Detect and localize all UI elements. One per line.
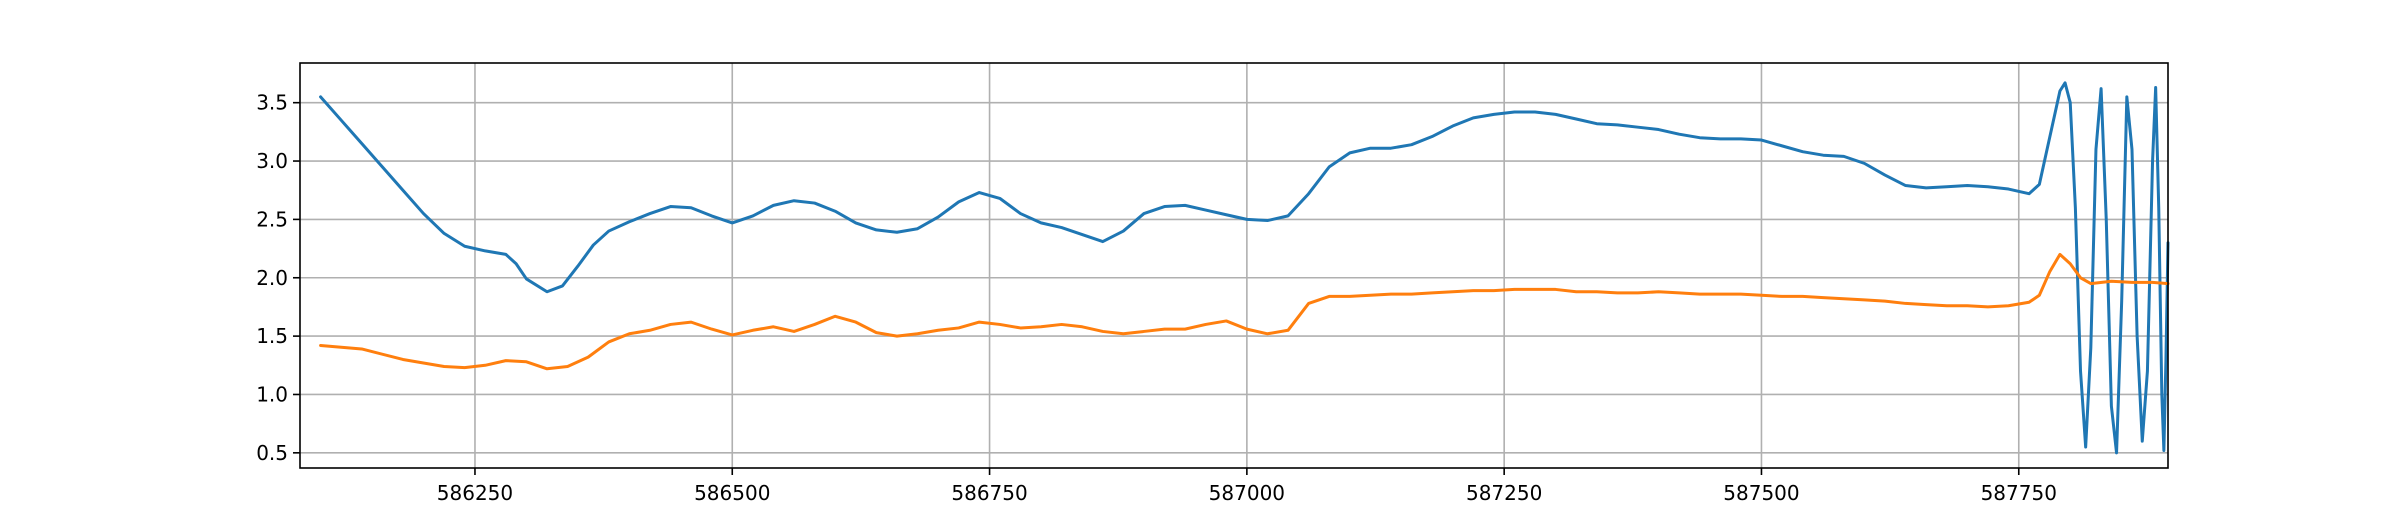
y-tick-label: 3.5 bbox=[256, 91, 288, 115]
y-tick-label: 1.5 bbox=[256, 324, 288, 348]
y-tick-label: 1.0 bbox=[256, 382, 288, 406]
x-tick-label: 586250 bbox=[437, 481, 513, 505]
x-tick-label: 587750 bbox=[1981, 481, 2057, 505]
y-tick-label: 2.0 bbox=[256, 266, 288, 290]
x-tick-label: 586750 bbox=[951, 481, 1027, 505]
plot-frame bbox=[299, 62, 2169, 469]
x-tick-label: 587250 bbox=[1466, 481, 1542, 505]
y-tick-label: 2.5 bbox=[256, 207, 288, 231]
series-line-2 bbox=[319, 252, 2170, 371]
x-tick-label: 587500 bbox=[1723, 481, 1799, 505]
series-layer bbox=[319, 81, 2170, 455]
y-axis: 0.5 1.0 1.5 2.0 2.5 3.0 3.5 bbox=[256, 91, 300, 465]
x-tick-label: 586500 bbox=[694, 481, 770, 505]
y-tick-label: 3.0 bbox=[256, 149, 288, 173]
y-tick-label: 0.5 bbox=[256, 441, 288, 465]
x-axis: 586250 586500 586750 587000 587250 587500 5877… bbox=[437, 468, 2057, 505]
series-line-1 bbox=[319, 81, 2170, 455]
x-tick-label: 587000 bbox=[1209, 481, 1285, 505]
